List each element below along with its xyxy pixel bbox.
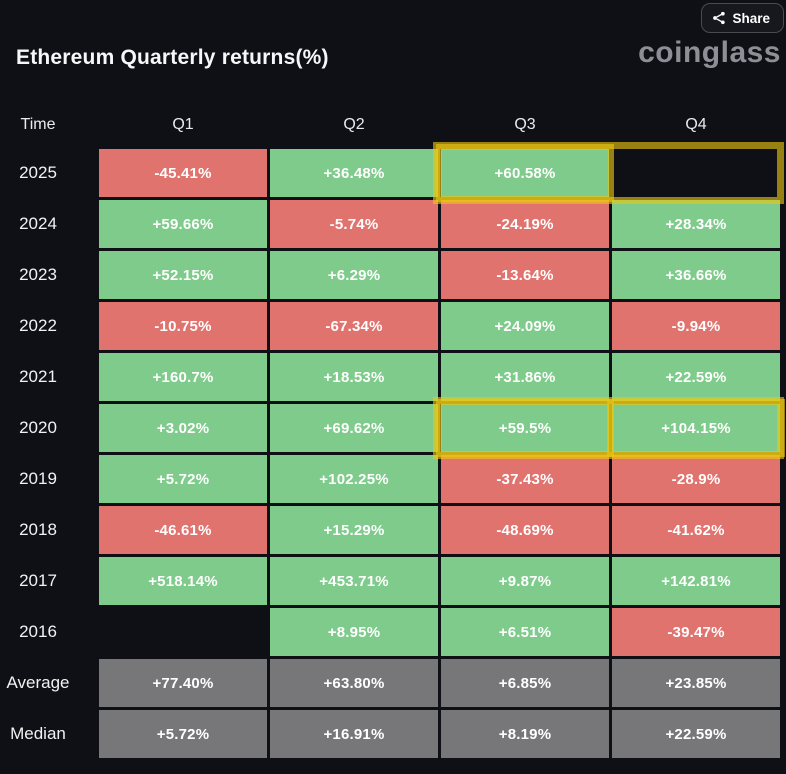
cell-2019-q4: -28.9%	[612, 455, 780, 503]
cell-2020-q3: +59.5%	[441, 404, 609, 452]
row-label-2021: 2021	[19, 367, 57, 386]
cell-2017-q1: +518.14%	[99, 557, 267, 605]
cell-2024-q3: -24.19%	[441, 200, 609, 248]
cell-2023-q2: +6.29%	[270, 251, 438, 299]
column-header-time: Time	[20, 116, 56, 133]
row-label-median: Median	[10, 724, 66, 743]
share-button[interactable]: Share	[701, 3, 784, 33]
row-label-2024: 2024	[19, 214, 57, 233]
returns-table: Time Q1 Q2 Q3 Q4 2025 -45.41% +36.48% +60.58% 202…	[0, 104, 780, 758]
cell-average-q3: +6.85%	[441, 659, 609, 707]
row-label-2017: 2017	[19, 571, 57, 590]
cell-2022-q3: +24.09%	[441, 302, 609, 350]
cell-2019-q3: -37.43%	[441, 455, 609, 503]
cell-2025-q4-empty	[612, 149, 780, 197]
cell-2017-q3: +9.87%	[441, 557, 609, 605]
cell-2019-q2: +102.25%	[270, 455, 438, 503]
cell-2020-q1: +3.02%	[99, 404, 267, 452]
cell-2019-q1: +5.72%	[99, 455, 267, 503]
row-label-2023: 2023	[19, 265, 57, 284]
row-label-2025: 2025	[19, 163, 57, 182]
cell-2017-q2: +453.71%	[270, 557, 438, 605]
column-header-q3: Q3	[514, 116, 536, 133]
row-label-2022: 2022	[19, 316, 57, 335]
row-label-2016: 2016	[19, 622, 57, 641]
cell-2021-q2: +18.53%	[270, 353, 438, 401]
coinglass-logo: coinglass	[638, 36, 781, 69]
column-header-q2: Q2	[343, 116, 365, 133]
cell-2021-q4: +22.59%	[612, 353, 780, 401]
cell-average-q1: +77.40%	[99, 659, 267, 707]
cell-median-q1: +5.72%	[99, 710, 267, 758]
column-header-q4: Q4	[685, 116, 707, 133]
cell-2018-q3: -48.69%	[441, 506, 609, 554]
row-label-average: Average	[6, 673, 70, 692]
page-title: Ethereum Quarterly returns(%)	[16, 46, 329, 69]
cell-2024-q4: +28.34%	[612, 200, 780, 248]
cell-2021-q1: +160.7%	[99, 353, 267, 401]
cell-2016-q4: -39.47%	[612, 608, 780, 656]
cell-2023-q4: +36.66%	[612, 251, 780, 299]
cell-2025-q2: +36.48%	[270, 149, 438, 197]
cell-2025-q3: +60.58%	[441, 149, 609, 197]
cell-2016-q1-empty	[99, 608, 267, 656]
cell-2022-q1: -10.75%	[99, 302, 267, 350]
cell-2018-q4: -41.62%	[612, 506, 780, 554]
cell-2016-q2: +8.95%	[270, 608, 438, 656]
share-button-label: Share	[732, 10, 770, 26]
cell-2022-q4: -9.94%	[612, 302, 780, 350]
cell-2025-q1: -45.41%	[99, 149, 267, 197]
cell-2021-q3: +31.86%	[441, 353, 609, 401]
row-label-2020: 2020	[19, 418, 57, 437]
cell-2024-q1: +59.66%	[99, 200, 267, 248]
cell-median-q4: +22.59%	[612, 710, 780, 758]
cell-median-q3: +8.19%	[441, 710, 609, 758]
cell-2024-q2: -5.74%	[270, 200, 438, 248]
cell-2023-q1: +52.15%	[99, 251, 267, 299]
row-label-2018: 2018	[19, 520, 57, 539]
cell-median-q2: +16.91%	[270, 710, 438, 758]
cell-average-q2: +63.80%	[270, 659, 438, 707]
share-icon	[712, 11, 726, 25]
cell-2018-q1: -46.61%	[99, 506, 267, 554]
cell-2016-q3: +6.51%	[441, 608, 609, 656]
cell-2020-q2: +69.62%	[270, 404, 438, 452]
cell-2020-q4: +104.15%	[612, 404, 780, 452]
column-header-q1: Q1	[172, 116, 194, 133]
cell-average-q4: +23.85%	[612, 659, 780, 707]
row-label-2019: 2019	[19, 469, 57, 488]
cell-2022-q2: -67.34%	[270, 302, 438, 350]
cell-2018-q2: +15.29%	[270, 506, 438, 554]
cell-2023-q3: -13.64%	[441, 251, 609, 299]
cell-2017-q4: +142.81%	[612, 557, 780, 605]
